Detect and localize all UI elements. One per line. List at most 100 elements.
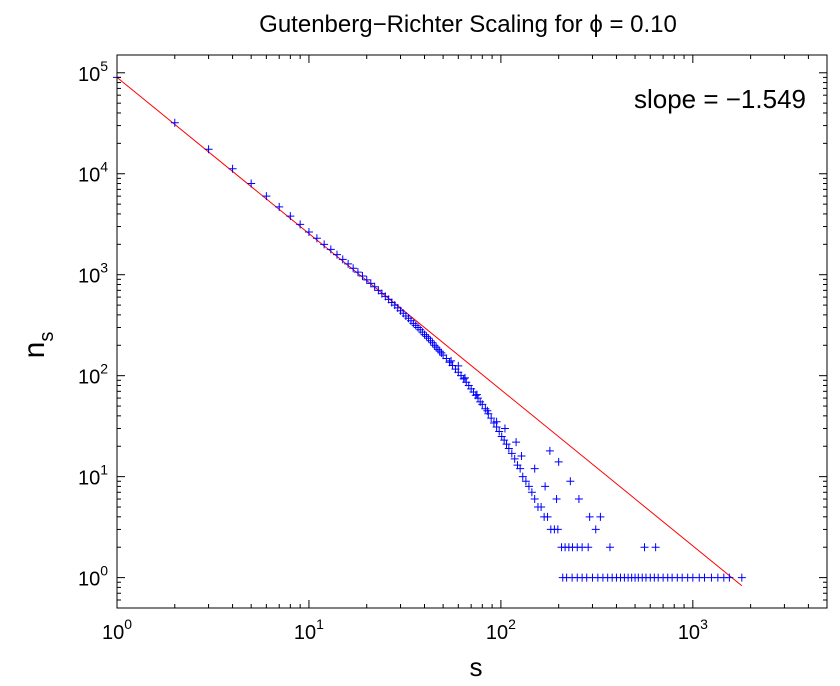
- data-point: [437, 348, 446, 357]
- x-tick-label-base: 10: [678, 622, 700, 644]
- data-point: [516, 464, 525, 473]
- data-point: [566, 477, 575, 486]
- data-point: [596, 512, 605, 521]
- data-point: [326, 245, 335, 254]
- x-axis-label: s: [470, 652, 483, 682]
- y-tick-label-exponent: 0: [100, 563, 108, 579]
- data-point: [512, 438, 521, 447]
- data-point: [552, 495, 561, 504]
- data-point: [362, 275, 371, 284]
- data-point: [374, 286, 383, 295]
- y-tick-label-base: 10: [78, 64, 100, 86]
- data-point: [530, 495, 539, 504]
- data-point: [517, 452, 526, 461]
- data-point: [204, 145, 213, 154]
- data-point: [474, 394, 483, 403]
- data-point: [478, 400, 487, 409]
- x-tick-label: 102: [486, 616, 516, 644]
- y-tick-label-exponent: 3: [100, 260, 108, 276]
- y-tick-label: 105: [78, 58, 108, 86]
- data-point: [495, 427, 504, 436]
- y-tick-label: 101: [78, 462, 108, 490]
- y-axis-label-group: ns: [18, 332, 58, 359]
- data-point: [700, 573, 709, 582]
- slope-annotation: slope = −1.549: [634, 84, 806, 114]
- data-point: [422, 332, 431, 341]
- data-point: [574, 495, 583, 504]
- data-point: [504, 444, 513, 453]
- data-point: [537, 503, 546, 512]
- y-tick-label-exponent: 2: [100, 361, 108, 377]
- y-axis-label-subscript: s: [36, 332, 58, 342]
- y-tick-label-exponent: 5: [100, 58, 108, 74]
- data-point: [651, 543, 660, 552]
- data-point: [545, 446, 554, 455]
- x-tick-label: 101: [294, 616, 324, 644]
- data-point: [332, 250, 341, 259]
- data-point: [433, 345, 442, 354]
- data-point: [521, 477, 530, 486]
- x-tick-label: 100: [102, 616, 132, 644]
- data-point: [320, 240, 329, 249]
- data-point: [483, 406, 492, 415]
- x-tick-label: 103: [678, 616, 708, 644]
- data-point: [507, 449, 516, 458]
- y-tick-label: 104: [78, 159, 108, 187]
- data-point: [518, 472, 527, 481]
- data-point: [510, 454, 519, 463]
- x-tick-label-exponent: 2: [508, 616, 516, 632]
- data-point: [353, 268, 362, 277]
- y-tick-label: 100: [78, 563, 108, 591]
- data-point: [338, 255, 347, 264]
- data-point: [358, 272, 367, 281]
- data-point: [605, 543, 614, 552]
- data-point: [527, 488, 536, 497]
- data-point: [502, 440, 511, 449]
- data-point: [492, 417, 501, 426]
- data-point: [344, 259, 353, 268]
- data-point: [420, 330, 429, 339]
- data-point: [366, 279, 375, 288]
- data-point: [247, 179, 256, 188]
- x-tick-label-exponent: 0: [124, 616, 132, 632]
- x-tick-label-exponent: 1: [316, 616, 324, 632]
- y-tick-label-base: 10: [78, 165, 100, 187]
- data-point: [541, 482, 550, 491]
- data-point: [228, 164, 237, 173]
- data-point: [487, 414, 496, 423]
- data-point: [553, 525, 562, 534]
- data-point: [500, 424, 509, 433]
- data-point: [530, 464, 539, 473]
- data-point: [430, 341, 439, 350]
- y-tick-label-base: 10: [78, 569, 100, 591]
- data-point: [454, 361, 463, 370]
- data-point: [447, 356, 456, 365]
- data-point: [170, 118, 179, 127]
- y-tick-label: 102: [78, 361, 108, 389]
- data-point: [640, 543, 649, 552]
- data-point: [524, 482, 533, 491]
- data-point: [286, 212, 295, 221]
- data-point: [584, 543, 593, 552]
- y-tick-label-exponent: 1: [100, 462, 108, 478]
- data-point: [737, 573, 746, 582]
- chart-title: Gutenberg−Richter Scaling for ϕ = 0.10: [259, 11, 677, 38]
- plot-frame: [116, 54, 828, 609]
- x-tick-label-base: 10: [102, 622, 124, 644]
- data-point: [481, 404, 490, 413]
- data-point: [296, 220, 305, 229]
- data-point: [585, 512, 594, 521]
- fit-line: [116, 77, 743, 587]
- y-axis-label: ns: [18, 332, 58, 359]
- y-tick-label: 103: [78, 260, 108, 288]
- plot-area: [113, 73, 746, 587]
- data-point: [725, 573, 734, 582]
- x-tick-label-base: 10: [486, 622, 508, 644]
- y-tick-label-base: 10: [78, 266, 100, 288]
- data-point: [312, 234, 321, 243]
- data-point: [349, 264, 358, 273]
- data-point: [435, 347, 444, 356]
